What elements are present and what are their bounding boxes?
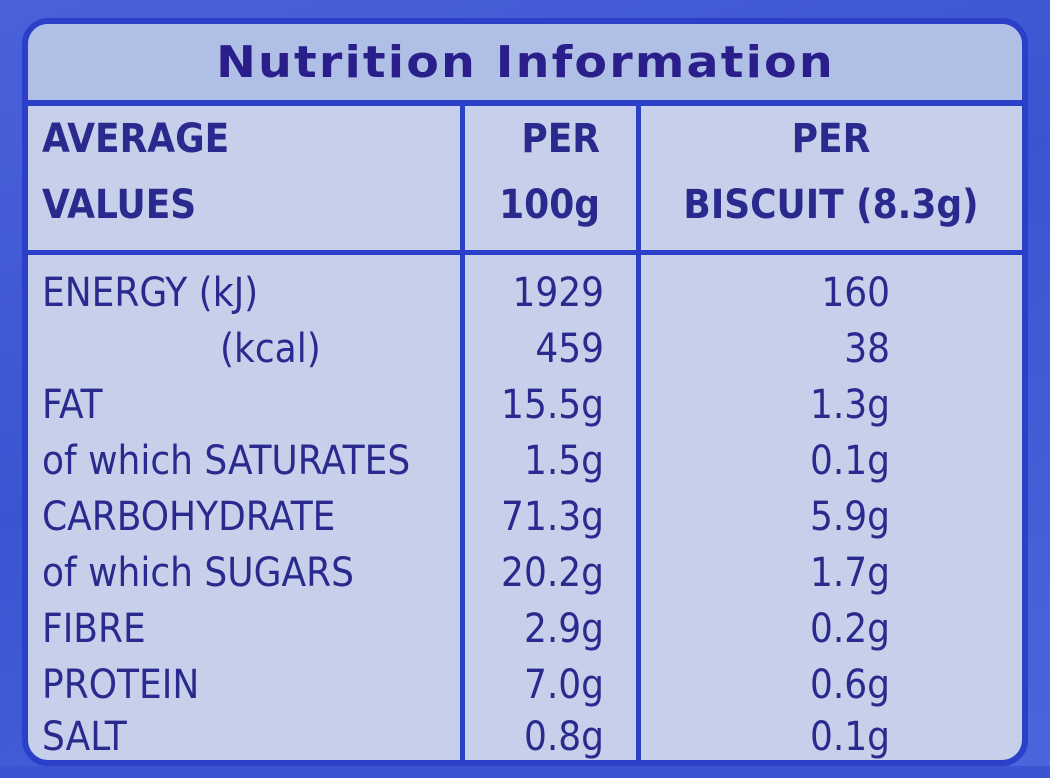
row-per-100g: 15.5g	[501, 382, 604, 428]
row-per-biscuit: 0.1g	[809, 714, 890, 760]
row-per-100g: 459	[535, 326, 604, 372]
package-background-strip	[0, 766, 1050, 778]
row-label: (kcal)	[220, 326, 321, 372]
row-per-biscuit: 38	[844, 326, 890, 372]
row-label: of which SATURATES	[42, 438, 411, 484]
header-average: AVERAGE	[42, 116, 230, 162]
row-per-100g: 2.9g	[523, 606, 604, 652]
row-per-100g: 7.0g	[523, 662, 604, 708]
nutrition-panel: Nutrition Information AVERAGE VALUES PER…	[22, 18, 1028, 766]
row-label: FAT	[42, 382, 103, 428]
row-per-100g: 20.2g	[501, 550, 604, 596]
column-divider-2	[636, 106, 641, 760]
header-per-biscuit-line2: BISCUIT (8.3g)	[683, 182, 979, 228]
row-per-biscuit: 0.1g	[809, 438, 890, 484]
row-label: FIBRE	[42, 606, 146, 652]
row-per-biscuit: 5.9g	[809, 494, 890, 540]
row-label: ENERGY (kJ)	[42, 270, 259, 316]
header-per-biscuit-line1: PER	[791, 116, 871, 162]
row-label: SALT	[42, 714, 127, 760]
row-label: of which SUGARS	[42, 550, 354, 596]
row-label: PROTEIN	[42, 662, 200, 708]
header-divider	[28, 250, 1022, 255]
row-per-100g: 1.5g	[523, 438, 604, 484]
row-per-biscuit: 1.3g	[809, 382, 890, 428]
row-per-biscuit: 1.7g	[809, 550, 890, 596]
column-divider-1	[460, 106, 465, 760]
header-values: VALUES	[42, 182, 197, 228]
row-per-100g: 0.8g	[523, 714, 604, 760]
row-per-biscuit: 160	[821, 270, 890, 316]
row-per-biscuit: 0.2g	[809, 606, 890, 652]
row-label: CARBOHYDRATE	[42, 494, 336, 540]
row-per-100g: 71.3g	[501, 494, 604, 540]
nutrition-title: Nutrition Information	[215, 36, 835, 88]
header-per-100g-line1: PER	[521, 116, 600, 162]
header-per-100g-line2: 100g	[499, 182, 600, 228]
title-band: Nutrition Information	[28, 24, 1022, 106]
row-per-biscuit: 0.6g	[809, 662, 890, 708]
row-per-100g: 1929	[512, 270, 604, 316]
